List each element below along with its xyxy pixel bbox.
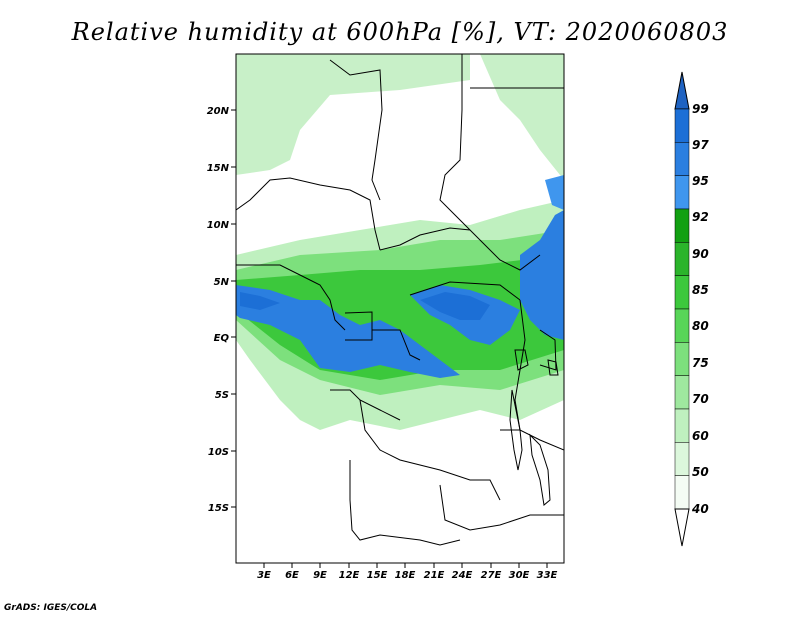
colorbar-segment bbox=[674, 108, 690, 143]
x-tick-label: 9E bbox=[313, 570, 327, 581]
x-tick-label: 30E bbox=[509, 570, 530, 581]
humid-zone-north bbox=[236, 54, 470, 175]
humid-zone-band-east bbox=[520, 210, 564, 340]
y-tick-label: 10N bbox=[207, 220, 230, 231]
y-tick-label: 5N bbox=[214, 277, 230, 288]
colorbar-segment bbox=[674, 208, 690, 243]
colorbar-segment bbox=[674, 142, 690, 176]
colorbar bbox=[674, 71, 690, 547]
colorbar-segment bbox=[674, 375, 690, 410]
lakes bbox=[509, 349, 559, 506]
map-title: Relative humidity at 600hPa [%], VT: 202… bbox=[71, 18, 729, 46]
colorbar-label: 95 bbox=[692, 174, 709, 188]
x-tick-label: 21E bbox=[424, 570, 445, 581]
colorbar-label: 99 bbox=[692, 102, 709, 116]
colorbar-label: 97 bbox=[692, 138, 709, 152]
humid-zone-core bbox=[420, 292, 490, 320]
humid-zone-core-west bbox=[240, 292, 280, 310]
country-borders bbox=[236, 54, 564, 546]
colorbar-segment bbox=[674, 342, 690, 376]
humid-zone-northeast bbox=[480, 54, 564, 180]
colorbar-segment bbox=[674, 408, 690, 443]
colorbar-segment bbox=[674, 475, 690, 510]
y-tick-label: 15S bbox=[208, 503, 229, 514]
x-tick-label: 15E bbox=[367, 570, 388, 581]
colorbar-label: 85 bbox=[692, 283, 709, 297]
x-tick-label: 18E bbox=[395, 570, 416, 581]
map-frame bbox=[235, 53, 565, 564]
x-tick-label: 3E bbox=[257, 570, 271, 581]
y-tick-label: 20N bbox=[207, 106, 230, 117]
colorbar-top-arrow bbox=[674, 71, 690, 110]
colorbar-label: 90 bbox=[692, 247, 709, 261]
humid-zone-band-west bbox=[236, 285, 460, 378]
colorbar-segment bbox=[674, 275, 690, 310]
x-tick-label: 12E bbox=[339, 570, 360, 581]
x-tick-label: 27E bbox=[481, 570, 502, 581]
y-tick-label: 10S bbox=[208, 447, 229, 458]
colorbar-label: 40 bbox=[691, 502, 709, 516]
colorbar-label: 70 bbox=[692, 392, 709, 406]
colorbar-segment bbox=[674, 242, 690, 276]
colorbar-label: 92 bbox=[692, 210, 709, 224]
colorbar-label: 80 bbox=[692, 319, 709, 333]
humidity-field bbox=[236, 54, 564, 563]
footer-credit: GrADS: IGES/COLA bbox=[4, 603, 98, 613]
colorbar-bottom-arrow bbox=[674, 508, 690, 547]
colorbar-segment bbox=[674, 442, 690, 476]
y-tick-label: EQ bbox=[214, 333, 230, 344]
humid-zone-edge-east bbox=[545, 175, 564, 210]
colorbar-label: 75 bbox=[692, 356, 709, 370]
colorbar-label: 60 bbox=[692, 429, 709, 443]
x-tick-label: 24E bbox=[452, 570, 473, 581]
y-tick-label: 5S bbox=[215, 390, 229, 401]
x-tick-label: 33E bbox=[537, 570, 558, 581]
colorbar-segment bbox=[674, 308, 690, 343]
axis-ticks bbox=[231, 109, 548, 568]
y-tick-label: 15N bbox=[207, 163, 230, 174]
colorbar-segment bbox=[674, 175, 690, 210]
x-tick-label: 6E bbox=[285, 570, 299, 581]
colorbar-label: 50 bbox=[692, 465, 709, 479]
